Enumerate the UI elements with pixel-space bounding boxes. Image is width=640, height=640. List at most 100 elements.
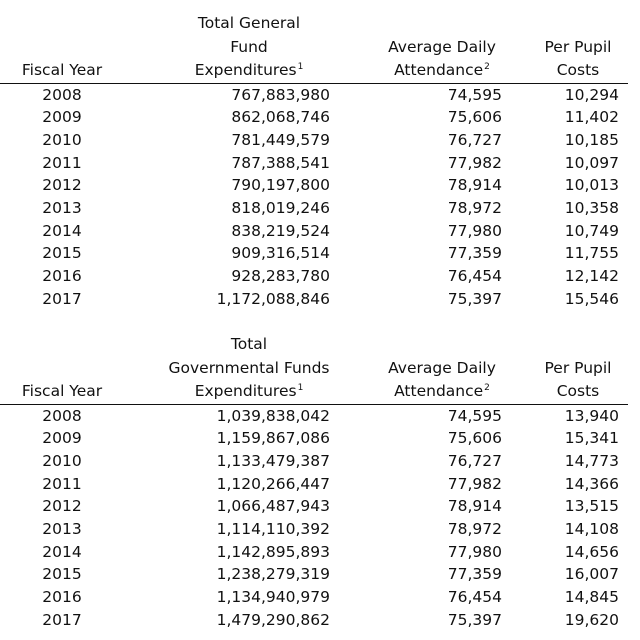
attendance-header-line1: Average Daily — [388, 37, 496, 56]
fiscal-year-header: Fiscal Year — [0, 333, 124, 405]
fiscal-year-cell: 2008 — [42, 406, 82, 425]
fiscal-year-cell: 2012 — [42, 176, 82, 195]
table-row: 2010 781,449,579 76,727 10,185 — [0, 129, 628, 152]
fiscal-year-cell: 2014 — [42, 542, 82, 561]
fiscal-year-cell: 2015 — [42, 244, 82, 263]
expenditures-cell: 1,479,290,862 — [216, 610, 330, 629]
fiscal-year-cell: 2010 — [42, 451, 82, 470]
table-body: 2008 1,039,838,042 74,595 13,940 2009 1,159,8… — [0, 404, 628, 632]
table-header: Fiscal Year Total Governmental Funds Exp… — [0, 333, 628, 405]
expenditures-cell: 1,066,487,943 — [216, 497, 330, 516]
expenditures-cell: 1,142,895,893 — [216, 542, 330, 561]
fiscal-year-cell: 2009 — [42, 429, 82, 448]
attendance-cell: 77,359 — [447, 565, 502, 584]
per-pupil-cell: 10,749 — [564, 221, 619, 240]
per-pupil-cell: 10,097 — [564, 153, 619, 172]
per-pupil-header-line1: Per Pupil — [544, 37, 612, 56]
table-row: 2011 787,388,541 77,982 10,097 — [0, 152, 628, 175]
fiscal-year-cell: 2014 — [42, 221, 82, 240]
expenditures-cell: 838,219,524 — [231, 221, 330, 240]
per-pupil-header: Per Pupil Costs — [510, 12, 628, 84]
fiscal-year-cell: 2016 — [42, 588, 82, 607]
table-row: 2014 838,219,524 77,980 10,749 — [0, 220, 628, 243]
table-row: 2014 1,142,895,893 77,980 14,656 — [0, 541, 628, 564]
per-pupil-cell: 13,940 — [564, 406, 619, 425]
attendance-cell: 77,359 — [447, 244, 502, 263]
expenditures-header-line3: Expenditures — [194, 61, 297, 79]
expenditures-cell: 1,172,088,846 — [216, 289, 330, 308]
attendance-cell: 78,972 — [447, 520, 502, 539]
expenditures-cell: 818,019,246 — [231, 199, 330, 218]
table-row: 2015 909,316,514 77,359 11,755 — [0, 242, 628, 265]
expenditures-header-line2: Governmental Funds — [168, 358, 330, 377]
per-pupil-cell: 14,108 — [564, 520, 619, 539]
attendance-cell: 78,972 — [447, 199, 502, 218]
table-row: 2016 1,134,940,979 76,454 14,845 — [0, 586, 628, 609]
table-row: 2008 767,883,980 74,595 10,294 — [0, 83, 628, 106]
table-row: 2012 790,197,800 78,914 10,013 — [0, 174, 628, 197]
attendance-cell: 74,595 — [447, 406, 502, 425]
per-pupil-cell: 19,620 — [564, 610, 619, 629]
fiscal-year-header: Fiscal Year — [0, 12, 124, 84]
attendance-cell: 74,595 — [447, 85, 502, 104]
table-row: 2011 1,120,266,447 77,982 14,366 — [0, 473, 628, 496]
attendance-cell: 75,397 — [447, 289, 502, 308]
footnote-marker: 1 — [297, 62, 304, 72]
per-pupil-cell: 10,358 — [564, 199, 619, 218]
per-pupil-cell: 16,007 — [564, 565, 619, 584]
table-header: Fiscal Year Total General Fund Expenditu… — [0, 12, 628, 84]
attendance-cell: 76,454 — [447, 267, 502, 286]
table-body: 2008 767,883,980 74,595 10,294 2009 862,068,7… — [0, 83, 628, 311]
expenditures-header-line1: Total General — [197, 14, 301, 32]
per-pupil-header-line2: Costs — [556, 61, 600, 79]
expenditures-cell: 909,316,514 — [231, 244, 330, 263]
expenditures-cell: 1,134,940,979 — [216, 588, 330, 607]
table-row: 2017 1,479,290,862 75,397 19,620 — [0, 609, 628, 632]
expenditures-header: Total General Fund Expenditures1 — [124, 12, 340, 84]
fiscal-year-cell: 2017 — [42, 289, 82, 308]
per-pupil-cell: 15,546 — [564, 289, 619, 308]
fiscal-year-cell: 2013 — [42, 520, 82, 539]
expenditures-cell: 928,283,780 — [231, 267, 330, 286]
expenditures-cell: 862,068,746 — [231, 108, 330, 127]
footnote-marker: 1 — [297, 383, 304, 393]
fiscal-year-cell: 2009 — [42, 108, 82, 127]
expenditures-cell: 1,133,479,387 — [216, 451, 330, 470]
expenditures-cell: 1,120,266,447 — [216, 474, 330, 493]
per-pupil-cell: 11,755 — [564, 244, 619, 263]
expenditures-cell: 787,388,541 — [231, 153, 330, 172]
expenditures-cell: 1,238,279,319 — [216, 565, 330, 584]
table-row: 2009 1,159,867,086 75,606 15,341 — [0, 427, 628, 450]
per-pupil-header: Per Pupil Costs — [510, 333, 628, 405]
attendance-header-line1: Average Daily — [388, 358, 496, 377]
attendance-cell: 78,914 — [447, 176, 502, 195]
per-pupil-cell: 13,515 — [564, 497, 619, 516]
attendance-header-line2: Attendance — [394, 61, 484, 79]
per-pupil-cell: 14,366 — [564, 474, 619, 493]
table-row: 2013 818,019,246 78,972 10,358 — [0, 197, 628, 220]
fiscal-year-cell: 2011 — [42, 474, 82, 493]
attendance-cell: 77,980 — [447, 542, 502, 561]
fiscal-year-cell: 2016 — [42, 267, 82, 286]
fiscal-year-cell: 2017 — [42, 610, 82, 629]
table-row: 2008 1,039,838,042 74,595 13,940 — [0, 404, 628, 427]
table-row: 2015 1,238,279,319 77,359 16,007 — [0, 563, 628, 586]
general-fund-table: Fiscal Year Total General Fund Expenditu… — [0, 12, 628, 311]
attendance-cell: 77,982 — [447, 153, 502, 172]
expenditures-header-line3: Expenditures — [194, 382, 297, 400]
per-pupil-cell: 10,185 — [564, 130, 619, 149]
fiscal-year-cell: 2012 — [42, 497, 82, 516]
expenditures-cell: 790,197,800 — [231, 176, 330, 195]
expenditures-cell: 1,039,838,042 — [216, 406, 330, 425]
attendance-cell: 78,914 — [447, 497, 502, 516]
footnote-marker: 2 — [484, 62, 490, 72]
expenditures-header: Total Governmental Funds Expenditures1 — [124, 333, 340, 405]
footnote-marker: 2 — [484, 383, 490, 393]
attendance-cell: 76,727 — [447, 130, 502, 149]
expenditures-cell: 1,159,867,086 — [216, 429, 330, 448]
attendance-cell: 75,606 — [447, 429, 502, 448]
attendance-cell: 75,606 — [447, 108, 502, 127]
attendance-header-line2: Attendance — [394, 382, 484, 400]
attendance-cell: 76,454 — [447, 588, 502, 607]
table-row: 2009 862,068,746 75,606 11,402 — [0, 106, 628, 129]
